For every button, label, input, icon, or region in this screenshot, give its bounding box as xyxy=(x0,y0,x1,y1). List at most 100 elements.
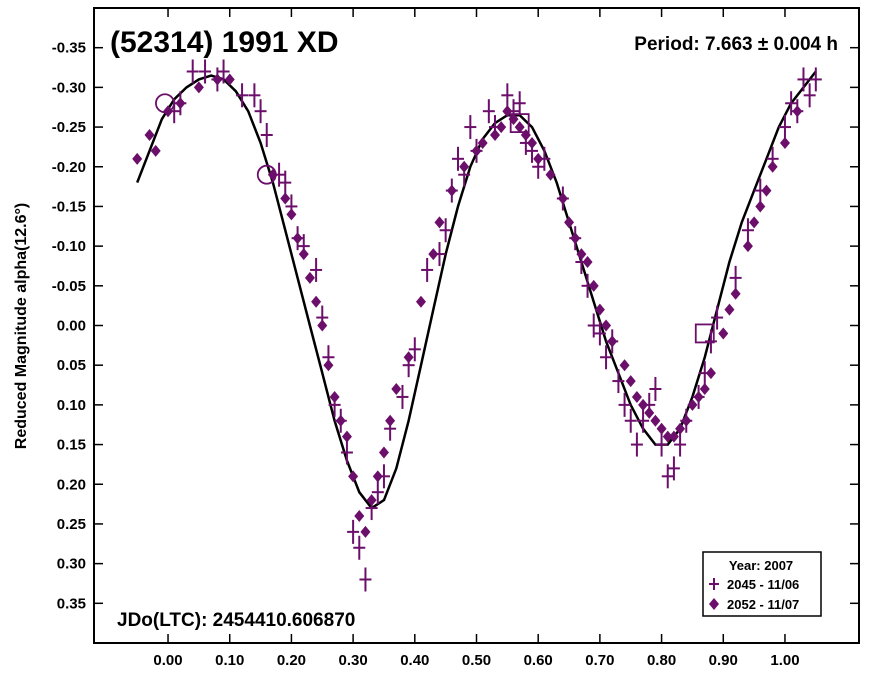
y-tick-label: 0.15 xyxy=(57,437,86,454)
data-point-plus xyxy=(704,329,717,354)
data-point-diamond xyxy=(298,248,309,261)
data-point-diamond xyxy=(477,136,488,149)
data-point-plus xyxy=(353,535,366,560)
legend-title: Year: 2007 xyxy=(729,558,793,573)
data-points-group xyxy=(132,59,822,592)
data-point-diamond xyxy=(619,359,630,372)
data-point-diamond xyxy=(193,81,204,94)
data-point-diamond xyxy=(490,129,501,141)
data-point-diamond xyxy=(280,192,291,205)
data-point-plus xyxy=(421,257,434,282)
data-point-plus xyxy=(248,83,261,108)
data-point-plus xyxy=(612,369,625,394)
data-point-plus xyxy=(630,432,643,457)
data-point-plus xyxy=(396,384,409,409)
plot-frame xyxy=(93,7,860,644)
data-point-diamond xyxy=(132,152,143,165)
data-point-diamond xyxy=(459,160,470,173)
data-point-diamond xyxy=(625,375,636,388)
y-tick-label: 0.10 xyxy=(57,397,86,414)
data-point-plus xyxy=(809,67,822,92)
data-point-plus xyxy=(451,146,464,171)
data-point-diamond xyxy=(557,192,568,205)
data-point-diamond xyxy=(730,287,741,300)
jdo-label: JDo(LTC): 2454410.606870 xyxy=(117,610,355,631)
data-point-diamond xyxy=(378,446,389,459)
data-point-diamond xyxy=(354,510,365,522)
data-point-diamond xyxy=(779,136,790,149)
y-axis: -0.35 -0.30 -0.25 -0.20 -0.15 -0.10 -0.05 0.00 0… xyxy=(52,40,859,612)
y-tick-label: 0.20 xyxy=(57,476,86,493)
data-point-diamond xyxy=(150,144,161,157)
data-point-plus xyxy=(797,67,810,92)
data-point-circle xyxy=(256,164,277,185)
data-point-plus xyxy=(347,519,360,544)
y-tick-label: 0.05 xyxy=(57,357,86,374)
data-point-diamond xyxy=(656,422,667,435)
data-point-diamond xyxy=(311,295,322,308)
data-point-plus xyxy=(778,115,791,140)
data-point-diamond xyxy=(705,367,716,380)
data-point-diamond xyxy=(317,319,328,332)
data-point-diamond xyxy=(594,303,605,316)
legend-entry-1: 2045 - 11/06 xyxy=(727,577,799,592)
y-tick-label: 0.35 xyxy=(57,595,86,612)
data-point-diamond xyxy=(644,406,655,419)
x-tick-label: 0.30 xyxy=(339,652,368,669)
data-point-diamond xyxy=(662,430,673,443)
data-point-plus xyxy=(600,345,613,370)
data-point-plus xyxy=(741,218,754,243)
data-point-diamond xyxy=(366,494,377,507)
data-point-diamond xyxy=(329,390,340,403)
y-tick-label: -0.15 xyxy=(52,198,86,215)
legend: Year: 2007 2045 - 11/06 2052 - 11/07 xyxy=(702,551,822,617)
data-point-square xyxy=(694,323,715,344)
data-point-diamond xyxy=(749,216,760,229)
data-point-diamond xyxy=(385,414,396,427)
data-point-diamond xyxy=(601,319,612,332)
data-point-diamond xyxy=(724,303,735,316)
data-point-plus xyxy=(439,218,452,243)
data-point-diamond xyxy=(224,73,235,86)
y-tick-label: 0.25 xyxy=(57,516,86,533)
y-axis-label: Reduced Magnitude alpha(12.6°) xyxy=(13,203,30,449)
x-tick-label: 0.10 xyxy=(215,652,244,669)
data-point-plus xyxy=(310,257,323,282)
data-point-plus xyxy=(359,567,372,592)
data-point-diamond xyxy=(502,105,513,118)
x-tick-label: 0.70 xyxy=(585,652,614,669)
data-point-diamond xyxy=(415,295,426,308)
data-point-diamond xyxy=(576,248,587,261)
x-axis: 0.00 0.10 0.20 0.30 0.40 0.50 0.60 0.70 0.80 0.90… xyxy=(153,8,800,669)
data-point-plus xyxy=(655,432,668,457)
data-point-plus xyxy=(464,115,477,140)
data-point-diamond xyxy=(570,232,581,245)
chart-title: (52314) 1991 XD xyxy=(110,26,339,59)
data-point-diamond xyxy=(761,184,772,197)
data-point-diamond xyxy=(286,208,297,221)
data-point-diamond xyxy=(545,168,556,181)
data-point-plus xyxy=(217,59,230,84)
data-point-plus xyxy=(371,480,384,505)
x-tick-label: 0.40 xyxy=(400,652,429,669)
data-point-diamond xyxy=(699,383,710,395)
data-point-diamond xyxy=(687,398,698,411)
data-point-plus xyxy=(618,392,631,417)
data-point-diamond xyxy=(348,470,359,483)
data-point-diamond xyxy=(434,216,445,229)
data-point-diamond xyxy=(304,271,315,284)
data-point-diamond xyxy=(428,248,439,261)
data-point-plus xyxy=(482,99,495,124)
data-point-diamond xyxy=(668,430,679,443)
data-point-diamond xyxy=(792,105,803,118)
x-tick-label: 1.00 xyxy=(770,652,799,669)
data-point-diamond xyxy=(588,279,599,292)
data-point-diamond xyxy=(323,359,334,372)
x-tick-label: 0.00 xyxy=(153,652,182,669)
data-point-diamond xyxy=(527,136,538,149)
data-point-plus xyxy=(667,456,680,481)
period-label: Period: 7.663 ± 0.004 h xyxy=(634,34,838,55)
data-point-plus xyxy=(236,83,249,108)
data-point-diamond xyxy=(564,216,575,229)
data-point-diamond xyxy=(403,351,414,364)
